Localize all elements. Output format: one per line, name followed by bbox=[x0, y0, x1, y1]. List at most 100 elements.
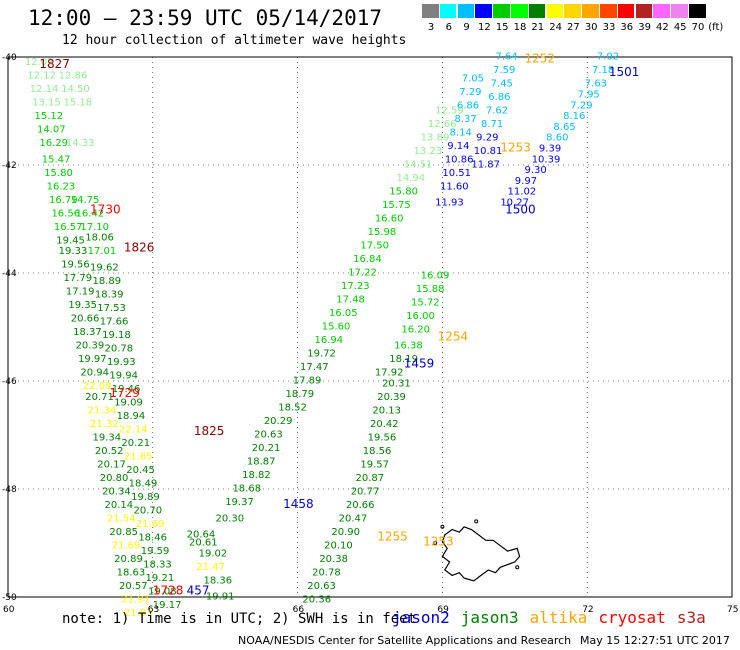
scale-swatch-39 bbox=[635, 4, 653, 18]
scale-swatch-42 bbox=[653, 4, 670, 18]
swh-value-3-6: 20.47 bbox=[339, 513, 368, 524]
map-title: 12:00 – 23:59 UTC 05/14/2017 bbox=[28, 6, 383, 30]
legend-altika: altika bbox=[529, 608, 588, 627]
swh-value-1-2: 15.18 bbox=[64, 98, 93, 109]
pass-time-1730-1: 1730 bbox=[90, 203, 121, 217]
swh-value-0-10: 16.79 bbox=[49, 195, 78, 206]
units-note: note: 1) Time is in UTC; 2) SWH is in fe… bbox=[62, 611, 417, 627]
swh-value-1-21: 22.14 bbox=[119, 424, 148, 435]
swh-value-0-28: 19.34 bbox=[92, 432, 121, 443]
swh-value-0-16: 17.79 bbox=[64, 273, 93, 284]
generated-timestamp: May 15 12:27:51 UTC 2017 bbox=[580, 634, 730, 647]
swh-value-1-4: 14.75 bbox=[71, 195, 100, 206]
pass-time-1458-7: 1458 bbox=[283, 497, 314, 511]
swh-value-3-4: 20.10 bbox=[324, 540, 353, 551]
pass-time-1252-12: 1252 bbox=[524, 51, 555, 65]
swh-value-2-36: 12.59 bbox=[435, 106, 464, 117]
swh-value-1-3: 14.33 bbox=[66, 138, 95, 149]
lon-label-75: 75 bbox=[727, 605, 738, 615]
islet-1 bbox=[474, 519, 479, 524]
lat-label--46: -46 bbox=[2, 377, 17, 387]
swh-value-0-37: 20.89 bbox=[114, 554, 143, 565]
swh-value-3-3: 20.38 bbox=[319, 554, 348, 565]
swh-value-1-13: 17.66 bbox=[100, 316, 129, 327]
swh-value-0-2: 12.14 bbox=[30, 84, 59, 95]
swh-value-0-15: 19.56 bbox=[61, 260, 90, 271]
scale-label-18: 18 bbox=[513, 22, 527, 33]
swh-value-1-15: 20.78 bbox=[105, 343, 134, 354]
scale-label-24: 24 bbox=[549, 22, 562, 33]
legend-jason2: jason2 bbox=[392, 608, 450, 627]
swh-value-0-13: 19.45 bbox=[56, 235, 85, 246]
lon-label-72: 72 bbox=[582, 605, 593, 615]
swh-value-0-22: 19.97 bbox=[78, 354, 107, 365]
swh-value-0-38: 18.63 bbox=[117, 567, 146, 578]
swh-value-2-20: 15.60 bbox=[322, 322, 351, 333]
swh-value-4-3: 8.37 bbox=[454, 114, 476, 125]
swh-value-4-5: 9.14 bbox=[447, 141, 469, 152]
swh-value-3-19: 16.38 bbox=[394, 341, 423, 352]
swh-value-3-17: 17.92 bbox=[375, 368, 404, 379]
swh-value-4-6: 10.86 bbox=[445, 154, 474, 165]
legend-s3a: s3a bbox=[676, 608, 706, 627]
swh-value-2-32: 14.51 bbox=[404, 160, 433, 171]
swh-value-3-9: 20.87 bbox=[356, 473, 385, 484]
pass-time-1827-0: 1827 bbox=[39, 57, 70, 71]
swh-value-1-14: 19.18 bbox=[102, 330, 131, 341]
swh-value-0-40: 21.91 bbox=[121, 594, 150, 605]
map-subtitle: 12 hour collection of altimeter wave hei… bbox=[62, 33, 407, 48]
swh-value-6-13: 10.27 bbox=[500, 198, 529, 209]
swh-value-1-9: 19.62 bbox=[90, 262, 119, 273]
map-grid bbox=[8, 57, 732, 597]
legend-cryosat: cryosat bbox=[598, 608, 666, 627]
swh-value-2-16: 17.89 bbox=[293, 376, 322, 387]
swh-value-6-5: 8.16 bbox=[563, 111, 585, 122]
pass-time-457-6: 457 bbox=[187, 583, 210, 597]
swh-value-6-6: 8.65 bbox=[553, 122, 575, 133]
swh-value-0-33: 20.14 bbox=[105, 500, 134, 511]
map-frame bbox=[7, 56, 733, 598]
islet-2 bbox=[515, 565, 520, 570]
swh-value-3-18: 18.19 bbox=[389, 354, 418, 365]
pass-time-1825-4: 1825 bbox=[194, 424, 225, 438]
scale-swatch-9 bbox=[457, 4, 475, 18]
swh-value-4-2: 6.86 bbox=[457, 100, 479, 111]
swh-value-2-18: 19.72 bbox=[307, 349, 336, 360]
pass-time-1728-5: 1728 bbox=[153, 583, 184, 597]
lat-label--44: -44 bbox=[2, 269, 17, 279]
swh-value-6-9: 10.39 bbox=[532, 154, 561, 165]
swh-value-3-5: 20.90 bbox=[331, 527, 360, 538]
scale-label-45: 45 bbox=[673, 22, 687, 33]
swh-value-1-26: 19.89 bbox=[131, 492, 160, 503]
swh-value-2-2: 19.02 bbox=[199, 549, 228, 560]
swh-value-5-0: 7.64 bbox=[495, 52, 517, 63]
swh-value-0-34: 21.54 bbox=[107, 513, 136, 524]
swh-value-2-17: 17.47 bbox=[300, 362, 329, 373]
swh-value-0-35: 20.85 bbox=[109, 527, 138, 538]
lat-label--48: -48 bbox=[2, 485, 17, 495]
swh-value-1-11: 18.39 bbox=[95, 289, 124, 300]
swh-value-4-1: 7.29 bbox=[459, 87, 481, 98]
island-coastline bbox=[441, 526, 521, 582]
swh-value-2-31: 14.94 bbox=[397, 173, 426, 184]
swh-value-6-1: 7.18 bbox=[592, 65, 614, 76]
lat-label--50: -50 bbox=[2, 593, 17, 603]
swh-value-0-18: 19.35 bbox=[68, 300, 97, 311]
islet-0 bbox=[440, 524, 445, 529]
swh-value-6-12: 11.02 bbox=[508, 187, 537, 198]
scale-swatch-45 bbox=[671, 4, 688, 18]
swh-value-1-7: 18.06 bbox=[85, 233, 114, 244]
swh-value-0-4: 15.12 bbox=[35, 111, 64, 122]
swh-value-1-32: 19.21 bbox=[146, 573, 175, 584]
swh-value-0-27: 21.32 bbox=[90, 419, 119, 430]
swh-value-1-25: 18.49 bbox=[129, 478, 158, 489]
pass-time-1501-14: 1501 bbox=[609, 65, 640, 79]
swh-value-3-22: 15.72 bbox=[411, 297, 440, 308]
scale-swatch-6 bbox=[439, 4, 457, 18]
scale-swatch-18 bbox=[511, 4, 528, 18]
swh-value-5-6: 9.29 bbox=[476, 133, 498, 144]
scale-swatch-21 bbox=[528, 4, 546, 18]
scale-label-70: 70 bbox=[691, 22, 705, 33]
swh-value-3-8: 20.77 bbox=[351, 486, 380, 497]
islet-3 bbox=[433, 541, 438, 545]
